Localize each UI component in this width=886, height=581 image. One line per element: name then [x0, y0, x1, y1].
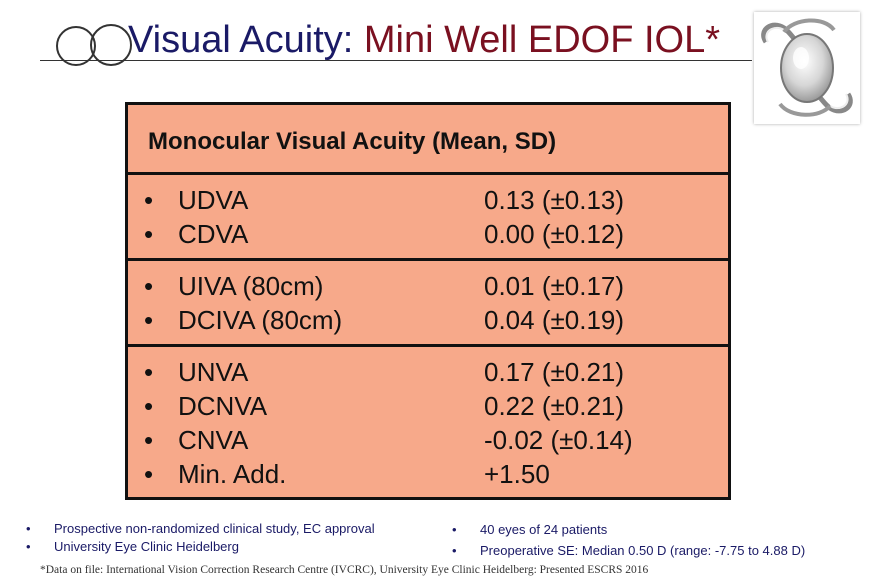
row-value: 0.01 (±0.17) — [484, 271, 625, 301]
bullet: • — [452, 522, 457, 537]
bullet: • — [26, 539, 31, 554]
table-row: • Min. Add. +1.50 — [128, 459, 728, 493]
visual-acuity-table: Monocular Visual Acuity (Mean, SD) • UDV… — [125, 102, 731, 500]
row-label: CDVA — [178, 219, 249, 249]
note-text: Prospective non-randomized clinical stud… — [54, 521, 375, 536]
decorative-circle-left — [56, 26, 96, 66]
table-row: • DCNVA 0.22 (±0.21) — [128, 391, 728, 425]
row-value: 0.13 (±0.13) — [484, 185, 625, 215]
row-label: UIVA (80cm) — [178, 271, 324, 301]
bullet: • — [144, 305, 154, 335]
table-header: Monocular Visual Acuity (Mean, SD) — [128, 105, 728, 175]
bullet: • — [144, 459, 154, 489]
title-part2: Mini Well EDOF IOL* — [363, 19, 721, 61]
row-value: 0.00 (±0.12) — [484, 219, 625, 249]
table-row: • UIVA (80cm) 0.01 (±0.17) — [128, 271, 728, 305]
table-row: • UNVA 0.17 (±0.21) — [128, 357, 728, 391]
row-value: 0.17 (±0.21) — [484, 357, 625, 387]
note-text: Preoperative SE: Median 0.50 D (range: -… — [480, 543, 806, 558]
note-text: 40 eyes of 24 patients — [480, 522, 608, 537]
section-intermediate: • UIVA (80cm) 0.01 (±0.17) • DCIVA (80cm… — [128, 261, 728, 347]
iol-lens-icon — [761, 18, 853, 117]
section-distance: • UDVA 0.13 (±0.13) • CDVA 0.00 (±0.12) — [128, 175, 728, 261]
table-header-text: Monocular Visual Acuity (Mean, SD) — [148, 128, 557, 155]
lens-image — [754, 12, 860, 124]
row-value: 0.04 (±0.19) — [484, 305, 625, 335]
bullet: • — [144, 271, 154, 301]
decorative-circle-right — [90, 24, 132, 66]
bullet: • — [144, 425, 154, 455]
table-row: • CNVA -0.02 (±0.14) — [128, 425, 728, 459]
row-label: Min. Add. — [178, 459, 287, 489]
title-underline — [40, 60, 752, 61]
note-text: University Eye Clinic Heidelberg — [54, 539, 239, 554]
row-label: DCNVA — [178, 391, 268, 421]
row-value: 0.22 (±0.21) — [484, 391, 625, 421]
table-row: • DCIVA (80cm) 0.04 (±0.19) — [128, 305, 728, 339]
row-label: CNVA — [178, 425, 249, 455]
section-near: • UNVA 0.17 (±0.21) • DCNVA 0.22 (±0.21)… — [128, 347, 728, 497]
title-part1: Visual Acuity: — [128, 19, 364, 61]
row-label: UDVA — [178, 185, 249, 215]
bullet: • — [144, 357, 154, 387]
bullet: • — [144, 391, 154, 421]
bullet: • — [452, 543, 457, 558]
footnote: *Data on file: International Vision Corr… — [40, 564, 649, 576]
row-label: UNVA — [178, 357, 249, 387]
page-title: Visual Acuity: Mini Well EDOF IOL* — [128, 18, 720, 62]
bullet: • — [144, 219, 154, 249]
table-row: • CDVA 0.00 (±0.12) — [128, 219, 728, 253]
row-label: DCIVA (80cm) — [178, 305, 343, 335]
row-value: +1.50 — [484, 459, 550, 489]
bullet: • — [144, 185, 154, 215]
bullet: • — [26, 521, 31, 536]
row-value: -0.02 (±0.14) — [484, 425, 633, 455]
table-row: • UDVA 0.13 (±0.13) — [128, 185, 728, 219]
